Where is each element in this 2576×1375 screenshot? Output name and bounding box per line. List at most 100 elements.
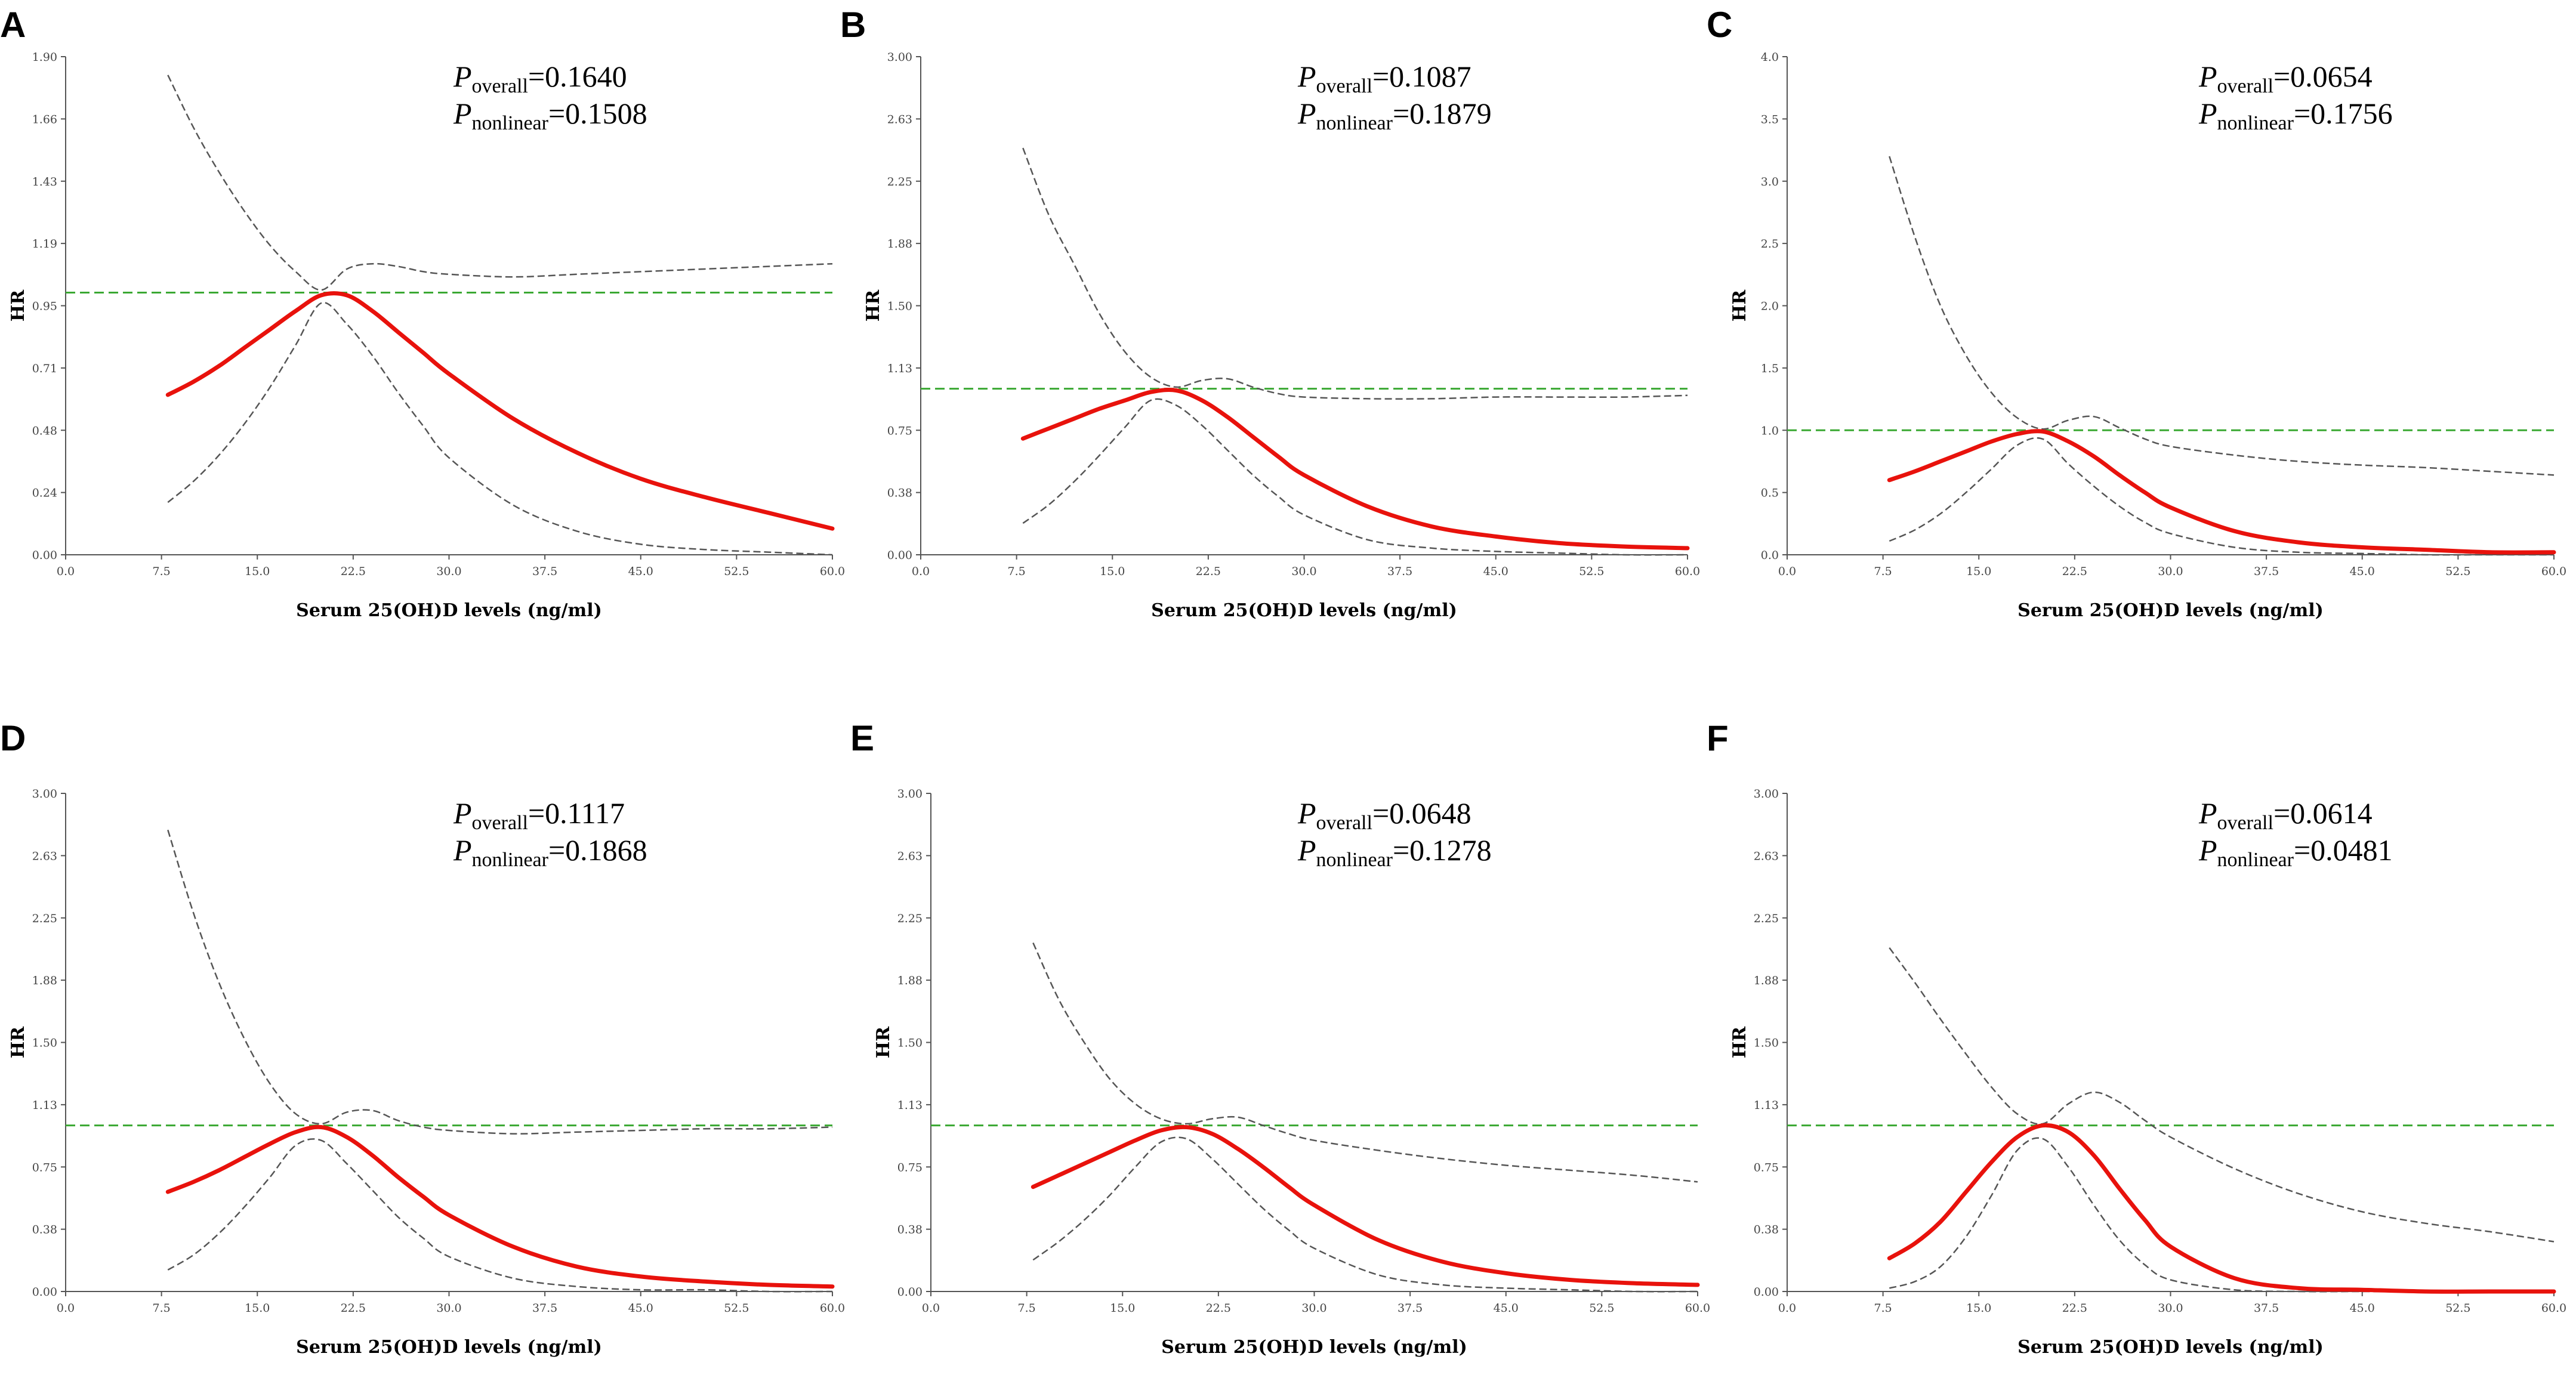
panel-letter: A: [0, 5, 26, 45]
y-tick-label: 1.90: [32, 51, 57, 64]
p-nonlinear-annotation: Pnonlinear=0.1756: [2198, 97, 2393, 134]
lower-ci-curve: [1032, 1136, 1698, 1293]
x-axis-label: Serum 25(OH)D levels (ng/ml): [1151, 600, 1457, 621]
p-overall-annotation: Poverall=0.1087: [1297, 60, 1471, 97]
y-tick-label: 1.50: [1754, 1037, 1779, 1050]
y-axis-label: HR: [863, 289, 884, 322]
x-tick-label: 37.5: [1387, 565, 1412, 578]
x-tick-label: 22.5: [2062, 565, 2087, 578]
x-tick-label: 52.5: [724, 1302, 749, 1315]
y-tick-label: 0.95: [32, 300, 57, 313]
x-tick-label: 45.0: [2350, 565, 2375, 578]
y-tick-label: 1.13: [1754, 1099, 1779, 1112]
upper-ci-curve: [167, 829, 833, 1135]
y-tick-label: 1.5: [1761, 362, 1779, 375]
x-tick-label: 52.5: [724, 565, 749, 578]
x-tick-label: 52.5: [2445, 565, 2470, 578]
x-tick-label: 60.0: [820, 565, 845, 578]
panel-D: D 0.00 0.38 0.75 1.13 1.50 1.88 2.25 2.63 3.00 0.0…: [0, 718, 845, 1358]
x-tick-label: 7.5: [153, 565, 171, 578]
y-tick-label: 1.0: [1761, 424, 1779, 437]
x-tick-label: 22.5: [1206, 1302, 1231, 1315]
y-tick-label: 2.25: [887, 175, 912, 189]
y-tick-label: 0.75: [897, 1161, 923, 1174]
y-tick-label: 0.5: [1761, 487, 1779, 500]
x-tick-label: 30.0: [1291, 565, 1316, 578]
y-tick-label: 0.0: [1761, 549, 1779, 562]
x-tick-label: 52.5: [1579, 565, 1604, 578]
x-axis-label: Serum 25(OH)D levels (ng/ml): [296, 1337, 602, 1358]
y-tick-label: 0.24: [32, 487, 57, 500]
x-tick-label: 0.0: [57, 1302, 75, 1315]
y-tick-label: 0.38: [32, 1223, 57, 1237]
upper-ci-curve: [1889, 156, 2555, 476]
y-tick-label: 2.5: [1761, 237, 1779, 251]
x-tick-label: 22.5: [2062, 1302, 2087, 1315]
upper-ci-curve: [1889, 947, 2555, 1243]
y-tick-label: 0.71: [32, 362, 57, 375]
lower-ci-curve: [1889, 1137, 2554, 1293]
panel-E: E 0.00 0.38 0.75 1.13 1.50 1.88 2.25 2.63 3.00 0.0…: [850, 718, 1710, 1358]
y-tick-label: 3.5: [1761, 113, 1779, 126]
x-axis-label: Serum 25(OH)D levels (ng/ml): [296, 600, 602, 621]
y-tick-label: 3.0: [1761, 175, 1779, 189]
lower-ci-curve: [167, 1138, 833, 1293]
x-tick-label: 7.5: [1874, 565, 1892, 578]
panel-F: F 0.00 0.38 0.75 1.13 1.50 1.88 2.25 2.63 3.00 0.0…: [1707, 718, 2566, 1358]
y-tick-label: 2.63: [897, 849, 923, 863]
x-tick-label: 37.5: [2254, 565, 2279, 578]
y-tick-label: 1.66: [32, 113, 57, 126]
p-nonlinear-annotation: Pnonlinear=0.0481: [2198, 833, 2393, 871]
x-tick-label: 0.0: [912, 565, 930, 578]
x-tick-label: 15.0: [1100, 565, 1125, 578]
hr-curve: [165, 1124, 835, 1289]
y-axis-label: HR: [8, 1026, 29, 1058]
x-tick-label: 60.0: [2541, 565, 2566, 578]
hr-curve: [1020, 388, 1690, 551]
x-tick-label: 60.0: [1685, 1302, 1710, 1315]
x-tick-label: 0.0: [57, 565, 75, 578]
y-tick-label: 1.50: [887, 300, 912, 313]
x-tick-label: 15.0: [245, 565, 270, 578]
x-tick-label: 0.0: [1778, 565, 1796, 578]
y-tick-label: 0.00: [897, 1286, 923, 1299]
panel-letter: E: [850, 718, 874, 758]
x-tick-label: 22.5: [1196, 565, 1221, 578]
x-tick-label: 37.5: [1397, 1302, 1423, 1315]
panel-letter: C: [1707, 5, 1732, 45]
lower-ci-curve: [1022, 398, 1688, 556]
panel-C: C 0.0 0.5 1.0 1.5 2.0 2.5 3.0 3.5 4.0 0.0 7.5 15.0 22…: [1707, 5, 2566, 621]
x-tick-label: 37.5: [2254, 1302, 2279, 1315]
y-tick-label: 2.63: [887, 113, 912, 126]
x-tick-label: 15.0: [1966, 1302, 1991, 1315]
y-axis-label: HR: [1729, 1026, 1750, 1058]
upper-ci-curve: [167, 75, 833, 291]
y-axis-label: HR: [8, 289, 29, 322]
y-tick-label: 0.38: [1754, 1223, 1779, 1237]
y-axis-label: HR: [1729, 289, 1750, 322]
y-tick-label: 0.75: [1754, 1161, 1779, 1174]
x-tick-label: 45.0: [628, 565, 653, 578]
x-tick-label: 52.5: [2445, 1302, 2470, 1315]
y-tick-label: 1.88: [32, 974, 57, 987]
p-nonlinear-annotation: Pnonlinear=0.1879: [1297, 97, 1492, 134]
y-tick-label: 1.88: [897, 974, 923, 987]
x-tick-label: 60.0: [820, 1302, 845, 1315]
y-tick-label: 2.25: [1754, 912, 1779, 925]
y-tick-label: 1.13: [32, 1099, 57, 1112]
x-tick-label: 7.5: [1018, 1302, 1036, 1315]
p-nonlinear-annotation: Pnonlinear=0.1868: [453, 833, 647, 871]
y-tick-label: 1.50: [897, 1037, 923, 1050]
x-tick-label: 30.0: [2158, 1302, 2183, 1315]
x-tick-label: 30.0: [1301, 1302, 1326, 1315]
x-tick-label: 22.5: [341, 565, 366, 578]
x-tick-label: 37.5: [532, 565, 557, 578]
x-tick-label: 45.0: [628, 1302, 653, 1315]
y-tick-label: 1.19: [32, 237, 57, 251]
y-tick-label: 2.63: [32, 849, 57, 863]
y-tick-label: 1.13: [887, 362, 912, 375]
p-overall-annotation: Poverall=0.0614: [2198, 796, 2373, 834]
y-tick-label: 3.00: [887, 51, 912, 64]
x-tick-label: 7.5: [153, 1302, 171, 1315]
y-tick-label: 3.00: [897, 787, 923, 801]
